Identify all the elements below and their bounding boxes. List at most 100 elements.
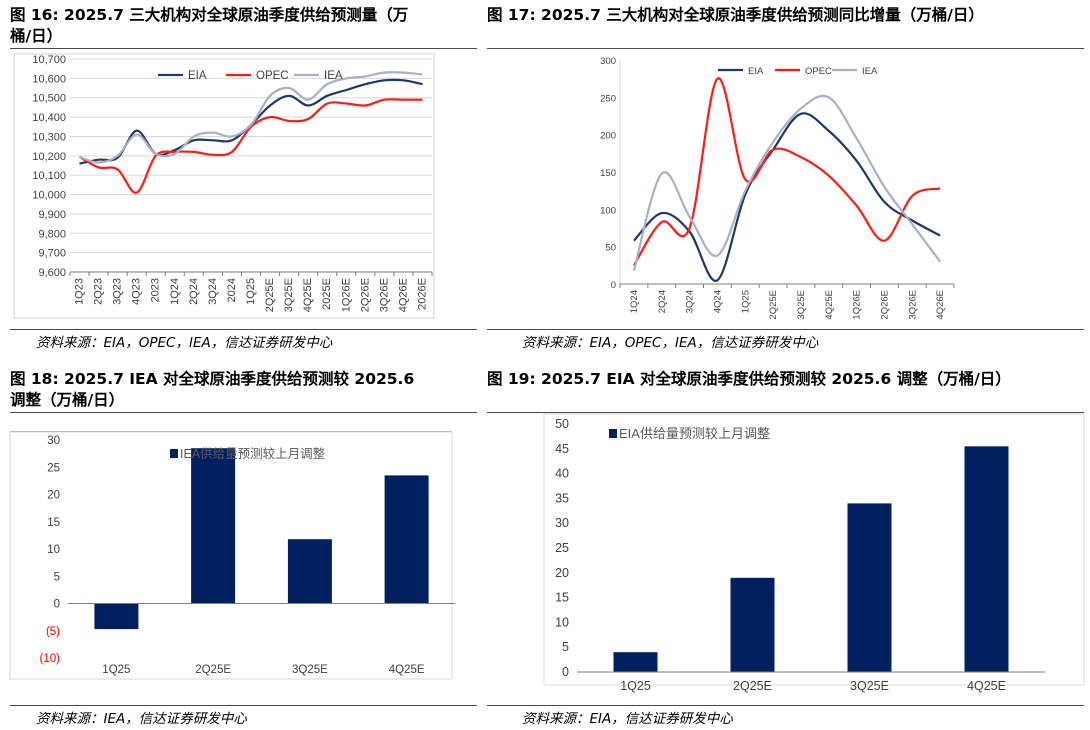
fig19-legend-swatch bbox=[609, 429, 617, 438]
fig19-legend-label: EIA供给量预测较上月调整 bbox=[619, 426, 770, 441]
fig18-bottom-rule bbox=[10, 705, 477, 706]
fig17-legend-label: EIA bbox=[748, 66, 764, 77]
fig19-title: 图 19: 2025.7 EIA 对全球原油季度供给预测较 2025.6 调整（… bbox=[487, 370, 1011, 388]
fig18-bar-3q25e bbox=[287, 539, 332, 604]
fig16-xtick-label: 2025E bbox=[321, 278, 333, 310]
fig16-ytick-label: 10,500 bbox=[32, 93, 66, 105]
fig17-xtick-label: 1Q24 bbox=[629, 290, 640, 313]
fig17-xtick-label: 2Q25E bbox=[768, 290, 779, 320]
fig17-xtick-label: 4Q26E bbox=[935, 290, 946, 320]
fig19-top-rule bbox=[487, 412, 1084, 413]
fig16-bottom-rule bbox=[10, 329, 477, 330]
fig17-xtick-label: 3Q26E bbox=[907, 290, 918, 320]
fig17-xtick-label: 2Q26E bbox=[879, 290, 890, 320]
fig16-ytick-label: 9,800 bbox=[38, 228, 66, 240]
fig16-series-line-opec bbox=[78, 98, 423, 194]
fig19-xtick-label: 2Q25E bbox=[733, 679, 772, 693]
fig17-bottom-rule bbox=[487, 329, 1084, 330]
fig17-ytick-label: 150 bbox=[600, 168, 616, 179]
fig16-xtick-label: 4Q26E bbox=[397, 278, 409, 312]
fig16-xtick-label: 3Q25E bbox=[283, 278, 295, 312]
fig16-series-line-eia bbox=[79, 78, 423, 165]
fig16-ytick-label: 10,300 bbox=[32, 131, 66, 143]
fig17-ytick-label: 300 bbox=[600, 56, 616, 67]
fig17-xtick-label: 3Q25E bbox=[796, 290, 807, 320]
fig18-bar-4q25e bbox=[384, 475, 429, 604]
fig18-ytick-label: 20 bbox=[47, 490, 60, 502]
fig17-xtick-label: 1Q26E bbox=[852, 290, 863, 320]
fig16-xtick-label: 1Q24 bbox=[169, 278, 181, 305]
fig16-xtick-label: 2Q26E bbox=[359, 278, 371, 312]
fig19-bottom-rule bbox=[487, 705, 1084, 706]
fig17-xtick-label: 2Q24 bbox=[657, 290, 668, 313]
fig19-bar-3q25e bbox=[847, 503, 892, 672]
fig16-xtick-label: 4Q23 bbox=[131, 278, 143, 305]
fig17-top-rule bbox=[487, 48, 1084, 49]
fig17-ytick-label: 100 bbox=[600, 205, 616, 216]
fig16-source: 资料来源：EIA，OPEC，IEA，信达证券研发中心 bbox=[36, 335, 333, 351]
fig16-title-line1: 图 16: 2025.7 三大机构对全球原油季度供给预测量（万 bbox=[10, 6, 409, 24]
fig18-ytick-label: 5 bbox=[54, 571, 60, 583]
fig17-ytick-label: 200 bbox=[600, 131, 616, 142]
fig19-ytick-label: 15 bbox=[555, 591, 569, 605]
fig18-chart: (10) (5) 0 5 10 15 20 25 30 1Q25 2Q25E 3Q25E 4Q25E IE… bbox=[9, 431, 455, 680]
fig16-ytick-label: 10,100 bbox=[32, 170, 66, 182]
fig19-chart-frame bbox=[543, 413, 1085, 686]
fig16-xtick-label: 2024 bbox=[226, 278, 238, 302]
fig18-title: 图 18: 2025.7 IEA 对全球原油季度供给预测较 2025.6 调整（… bbox=[10, 369, 475, 411]
fig16-xtick-label: 1Q25 bbox=[245, 278, 257, 305]
fig18-ytick-label: (5) bbox=[46, 626, 60, 638]
fig16-legend-label: IEA bbox=[324, 70, 343, 82]
fig16-xtick-label: 2Q23 bbox=[93, 278, 105, 305]
fig16-ytick-label: 10,000 bbox=[32, 190, 66, 202]
fig16-legend-label: OPEC bbox=[256, 70, 289, 82]
fig16-top-rule bbox=[10, 48, 477, 49]
fig16-xtick-label: 1Q23 bbox=[74, 278, 86, 305]
fig19-ytick-label: 0 bbox=[562, 665, 569, 679]
fig19-xtick-label: 1Q25 bbox=[620, 679, 651, 693]
fig17-title: 图 17: 2025.7 三大机构对全球原油季度供给预测同比增量（万桶/日） bbox=[487, 6, 984, 24]
fig16-ytick-label: 10,200 bbox=[32, 151, 66, 163]
fig19-bar-4q25e bbox=[964, 446, 1009, 672]
fig18-legend-swatch bbox=[170, 449, 178, 458]
fig19-bar-1q25 bbox=[613, 652, 658, 672]
fig19-ytick-label: 10 bbox=[555, 615, 569, 629]
fig16-title: 图 16: 2025.7 三大机构对全球原油季度供给预测量（万 桶/日） bbox=[10, 5, 475, 47]
fig16-ytick-label: 10,400 bbox=[32, 112, 66, 124]
fig17-series-line-opec bbox=[632, 77, 941, 266]
fig18-xtick-label: 3Q25E bbox=[292, 664, 328, 676]
fig18-ytick-label: 10 bbox=[47, 544, 60, 556]
fig16-xtick-label: 3Q24 bbox=[207, 278, 219, 305]
fig16-chart: 9,600 9,700 9,800 9,900 10,000 10,100 10,200 10… bbox=[13, 53, 435, 319]
fig16-title-line2: 桶/日） bbox=[10, 27, 63, 45]
fig19-xtick-label: 4Q25E bbox=[967, 679, 1006, 693]
fig19-source: 资料来源：EIA，信达证券研发中心 bbox=[522, 711, 733, 727]
fig18-xtick-label: 1Q25 bbox=[102, 664, 130, 676]
fig17-xtick-label: 1Q25 bbox=[740, 290, 751, 313]
fig16-ytick-label: 9,700 bbox=[38, 248, 66, 260]
fig18-title-line1: 图 18: 2025.7 IEA 对全球原油季度供给预测较 2025.6 bbox=[10, 370, 415, 388]
fig19-ytick-label: 30 bbox=[555, 516, 569, 530]
fig17-ytick-label: 50 bbox=[605, 243, 616, 254]
fig18-ytick-label: (10) bbox=[40, 653, 61, 665]
fig18-ytick-label: 30 bbox=[47, 435, 60, 447]
fig17-chart: 0 50 100 150 200 250 300 1Q24 2Q24 3Q24 4Q24 1Q25 2Q… bbox=[600, 56, 955, 320]
fig17-ytick-label: 0 bbox=[611, 280, 616, 291]
fig18-ytick-label: 15 bbox=[47, 517, 60, 529]
fig18-title-line2: 调整（万桶/日） bbox=[10, 391, 125, 409]
fig18-xtick-label: 2Q25E bbox=[195, 664, 231, 676]
fig16-ytick-label: 10,600 bbox=[32, 73, 66, 85]
fig16-xtick-label: 3Q23 bbox=[112, 278, 124, 305]
fig18-ytick-label: 25 bbox=[47, 462, 60, 474]
fig16-xtick-label: 2Q25E bbox=[264, 278, 276, 312]
fig16-ytick-label: 9,900 bbox=[38, 209, 66, 221]
fig18-source: 资料来源：IEA，信达证券研发中心 bbox=[36, 711, 247, 727]
fig17-series-line-iea bbox=[632, 94, 941, 271]
fig19-xtick-label: 3Q25E bbox=[850, 679, 889, 693]
fig18-legend-label: IEA供给量预测较上月调整 bbox=[180, 446, 326, 461]
fig17-ytick-label: 250 bbox=[600, 93, 616, 104]
fig18-bar-2q25e bbox=[191, 448, 236, 604]
fig16-ytick-label: 9,600 bbox=[38, 267, 66, 279]
fig19-bar-2q25e bbox=[730, 577, 775, 672]
fig16-legend-label: EIA bbox=[188, 70, 207, 82]
